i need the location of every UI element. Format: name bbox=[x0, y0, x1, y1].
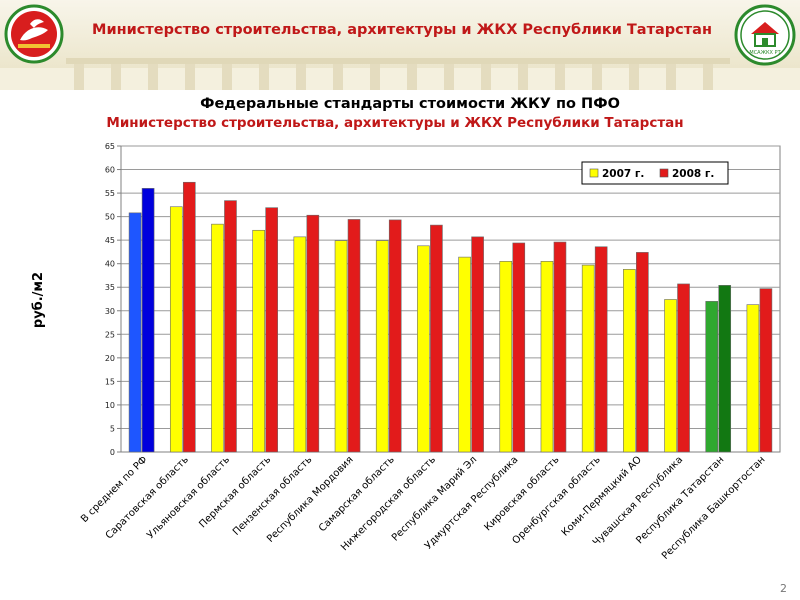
header-title: Министерство строительства, архитектуры … bbox=[92, 22, 712, 38]
x-tick-label: Республика Марий Эл bbox=[390, 454, 479, 543]
y-axis-label: руб./м2 bbox=[31, 272, 46, 328]
y-tick-label: 65 bbox=[105, 142, 115, 151]
y-tick-label: 50 bbox=[105, 213, 115, 222]
x-tick-label: Самарская область bbox=[317, 454, 397, 534]
colonnade-column bbox=[259, 64, 269, 92]
colonnade-column bbox=[222, 64, 232, 92]
bar-2007 bbox=[623, 269, 636, 453]
bar-2008 bbox=[265, 207, 278, 453]
bar-2008 bbox=[430, 224, 443, 453]
legend-label-2007: 2007 г. bbox=[602, 168, 644, 180]
x-tick-label: Кировская область bbox=[483, 454, 562, 533]
bar-2007 bbox=[746, 304, 760, 453]
y-tick-label: 60 bbox=[105, 166, 115, 175]
bars bbox=[128, 181, 773, 453]
page-number: 2 bbox=[780, 582, 787, 595]
bar-2007 bbox=[458, 256, 471, 453]
bar-2007 bbox=[499, 261, 513, 453]
colonnade-column bbox=[481, 64, 491, 92]
bar-2008 bbox=[388, 219, 402, 453]
y-tick-label: 55 bbox=[105, 189, 115, 198]
colonnade-column bbox=[74, 64, 84, 92]
bar-2007 bbox=[252, 229, 265, 453]
colonnade-column bbox=[444, 64, 454, 92]
bar-2007 bbox=[293, 236, 307, 453]
y-tick-label: 10 bbox=[105, 401, 115, 410]
bar-2007 bbox=[417, 245, 430, 453]
colonnade-column bbox=[629, 64, 639, 92]
y-tick-label: 15 bbox=[105, 377, 115, 386]
bar-2008 bbox=[553, 241, 567, 453]
y-tick-label: 5 bbox=[110, 424, 115, 433]
chart-subtitle: Министерство строительства, архитектуры … bbox=[106, 115, 684, 131]
colonnade-decoration bbox=[66, 58, 730, 92]
legend-label-2008: 2008 г. bbox=[672, 168, 714, 180]
bar-2007 bbox=[211, 223, 224, 453]
bar-2008 bbox=[759, 288, 773, 453]
bar-2007 bbox=[540, 261, 554, 453]
y-tick-label: 45 bbox=[105, 236, 115, 245]
bar-2007 bbox=[375, 240, 389, 453]
bar-2008 bbox=[182, 181, 196, 453]
bar-2008 bbox=[512, 242, 526, 453]
legend: 2007 г. 2008 г. bbox=[581, 161, 729, 185]
y-tick-label: 40 bbox=[105, 260, 115, 269]
tatarstan-emblem-icon bbox=[4, 4, 64, 64]
colonnade-column bbox=[185, 64, 195, 92]
x-tick-label: Ульяновская область bbox=[145, 454, 232, 541]
colonnade-column bbox=[407, 64, 417, 92]
bar-2008 bbox=[347, 219, 361, 453]
y-tick-label: 0 bbox=[110, 448, 115, 457]
bar-2008 bbox=[141, 188, 155, 453]
bar-2008 bbox=[594, 246, 608, 453]
x-tick-label: Пермская область bbox=[197, 454, 273, 530]
bar-2007 bbox=[334, 240, 348, 453]
bar-2007 bbox=[169, 206, 183, 453]
x-tick-label: Коми-Пермяцкий АО bbox=[560, 454, 644, 538]
colonnade-column bbox=[296, 64, 306, 92]
colonnade-column bbox=[555, 64, 565, 92]
x-tick-label: В среднем по РФ bbox=[79, 454, 150, 525]
bar-2008 bbox=[718, 285, 732, 453]
colonnade-column bbox=[370, 64, 380, 92]
bar-2008 bbox=[677, 283, 690, 453]
bar-2007 bbox=[128, 212, 142, 453]
bar-2007 bbox=[581, 264, 595, 453]
x-tick-label: Саратовская область bbox=[104, 454, 191, 541]
y-tick-label: 20 bbox=[105, 354, 115, 363]
colonnade-column bbox=[592, 64, 602, 92]
colonnade-column bbox=[111, 64, 121, 92]
bar-2008 bbox=[636, 252, 649, 453]
bar-2008 bbox=[471, 236, 484, 453]
chart-title: Федеральные стандарты стоимости ЖКУ по П… bbox=[200, 96, 620, 112]
legend-box bbox=[581, 161, 729, 185]
legend-swatch-2008 bbox=[659, 168, 669, 178]
ministry-logo-text: МСАЖКХ РТ bbox=[749, 50, 781, 56]
header-bar: Министерство строительства, архитектуры … bbox=[0, 0, 800, 92]
bar-2007 bbox=[664, 299, 677, 453]
colonnade-column bbox=[703, 64, 713, 92]
colonnade-column bbox=[333, 64, 343, 92]
legend-swatch-2007 bbox=[589, 168, 599, 178]
y-tick-label: 25 bbox=[105, 330, 115, 339]
x-tick-label: Пензенская область bbox=[231, 454, 315, 538]
bar-2007 bbox=[705, 301, 719, 453]
colonnade-column bbox=[518, 64, 528, 92]
ministry-logo-icon: МСАЖКХ РТ bbox=[734, 4, 796, 66]
x-tick-label: Республика Мордовия bbox=[265, 454, 356, 545]
colonnade-column bbox=[666, 64, 676, 92]
bar-2008 bbox=[306, 214, 320, 453]
y-tick-label: 35 bbox=[105, 283, 115, 292]
bar-2008 bbox=[224, 200, 237, 453]
y-tick-label: 30 bbox=[105, 307, 115, 316]
colonnade-column bbox=[148, 64, 158, 92]
